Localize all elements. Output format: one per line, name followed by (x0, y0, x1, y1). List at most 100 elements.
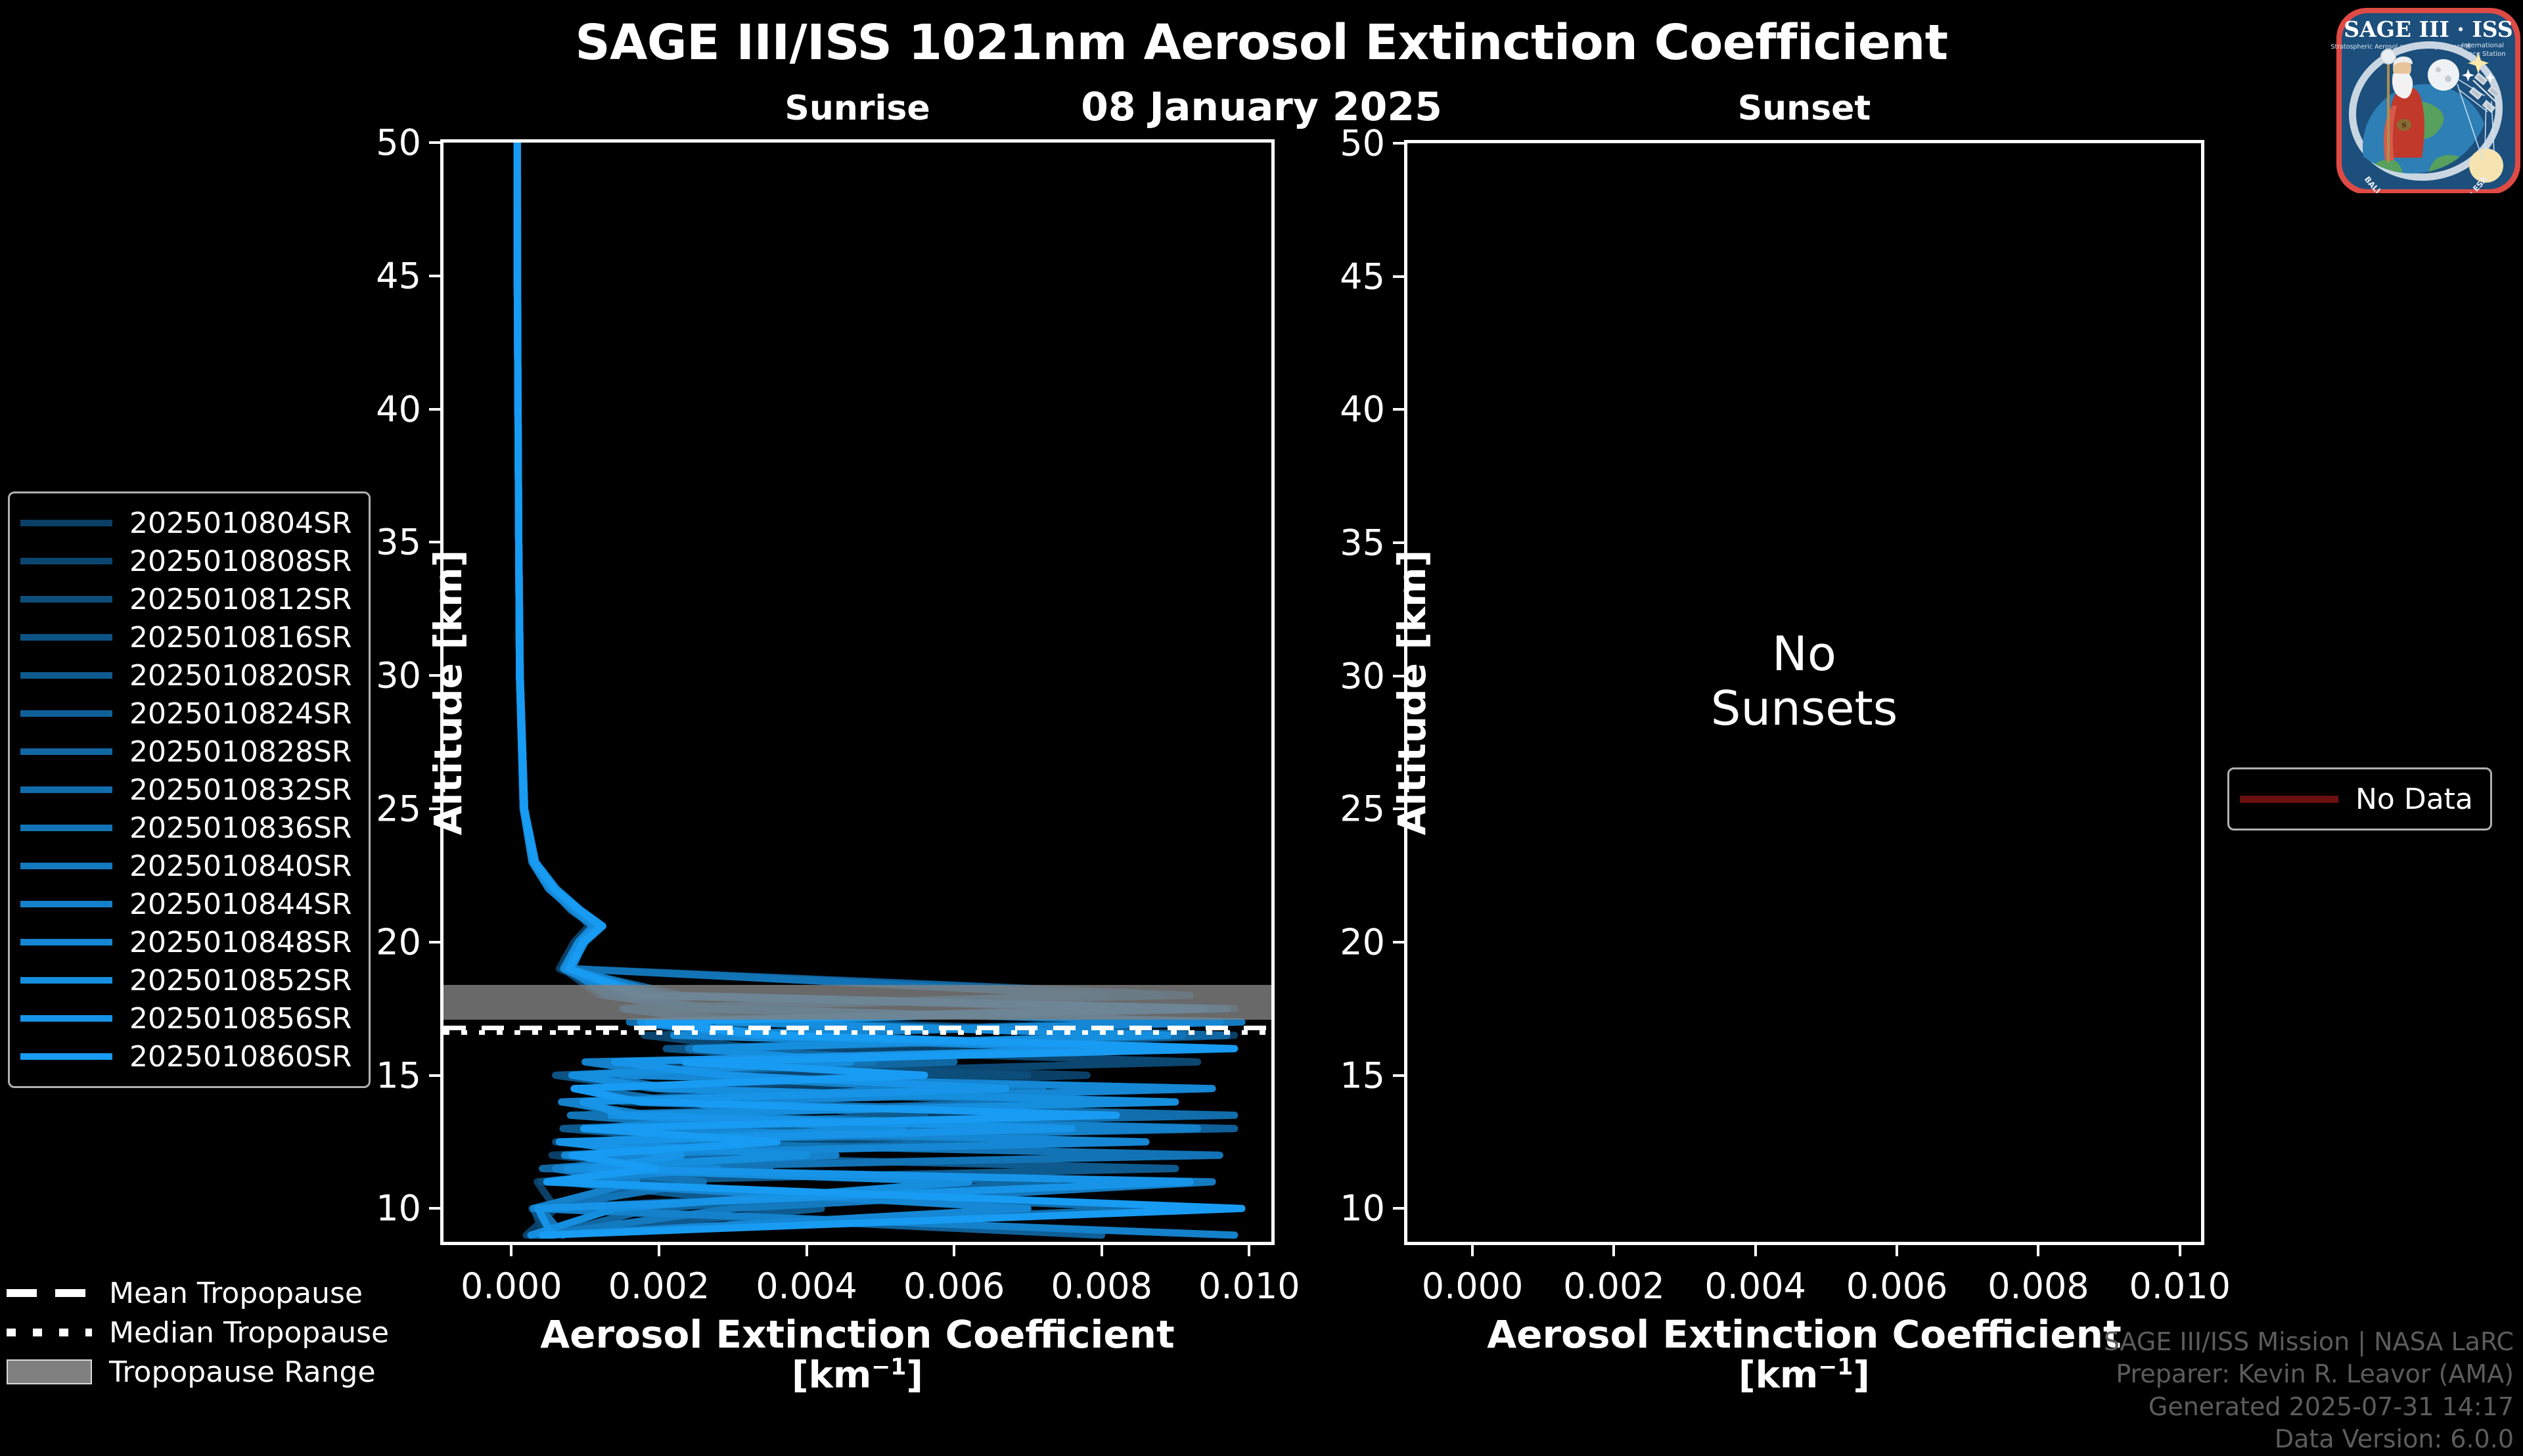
legend-row[interactable]: 2025010804SR (20, 504, 352, 542)
mean-tropopause-line (443, 1026, 1271, 1031)
series-legend-label: 2025010824SR (129, 696, 352, 731)
legend-row[interactable]: 2025010832SR (20, 771, 352, 809)
x-tick-label: 0.008 (1051, 1265, 1152, 1307)
series-legend-label: 2025010804SR (129, 506, 352, 540)
series-legend-label: 2025010852SR (129, 963, 352, 997)
y-tick-label: 30 (376, 654, 421, 696)
y-tick-label: 45 (376, 255, 421, 297)
y-tick-mark (1393, 1074, 1407, 1077)
series-legend-label: 2025010840SR (129, 849, 352, 883)
no-data-label: No Data (2355, 782, 2473, 816)
no-data-legend[interactable]: No Data (2227, 767, 2492, 830)
tropopause-range-band (443, 985, 1271, 1020)
legend-row[interactable]: 2025010820SR (20, 656, 352, 694)
sunset-plot-area: No Sunsets (1407, 143, 2201, 1242)
x-tick-label: 0.008 (1988, 1265, 2089, 1307)
x-tick-mark (1471, 1242, 1474, 1256)
x-tick-label: 0.004 (756, 1265, 857, 1307)
series-color-swatch (20, 748, 112, 755)
y-tick-mark (1393, 941, 1407, 944)
logo-subtitle-right-1: International (2462, 42, 2504, 49)
legend-row[interactable]: 2025010848SR (20, 923, 352, 961)
legend-row[interactable]: 2025010844SR (20, 885, 352, 923)
series-color-swatch (20, 710, 112, 717)
panel-title-sunrise: Sunrise (784, 89, 930, 128)
right-x-axis-title: Aerosol Extinction Coefficient [km−1] (1407, 1314, 2201, 1396)
logo-sage-figure: S (2380, 49, 2424, 163)
y-tick-label: 15 (376, 1055, 421, 1096)
series-color-swatch (20, 863, 112, 869)
legend-row[interactable]: 2025010816SR (20, 618, 352, 656)
legend-row[interactable]: 2025010840SR (20, 847, 352, 885)
series-legend-label: 2025010808SR (129, 544, 352, 578)
x-tick-mark (510, 1242, 513, 1256)
footer-credits: SAGE III/ISS Mission | NASA LaRC Prepare… (2104, 1326, 2514, 1456)
panel-title-sunset: Sunset (1737, 89, 1871, 128)
series-legend-label: 2025010832SR (129, 773, 352, 807)
x-tick-mark (2037, 1242, 2040, 1256)
y-tick-label: 35 (1340, 522, 1385, 564)
legend-row[interactable]: 2025010808SR (20, 542, 352, 580)
right-x-axis-unit: [km−1] (1738, 1354, 1871, 1397)
legend-row: No Data (2240, 780, 2473, 818)
sunrise-plot-area (443, 143, 1271, 1242)
series-legend[interactable]: 2025010804SR 2025010808SR 2025010812SR 2025… (8, 491, 371, 1088)
legend-row[interactable]: Median Tropopause (7, 1313, 389, 1352)
tropopause-legend-label: Tropopause Range (109, 1355, 376, 1389)
tropopause-band-swatch (7, 1359, 92, 1384)
tropopause-legend[interactable]: Mean Tropopause Median Tropopause Tropopau… (7, 1273, 389, 1392)
y-tick-mark (1393, 674, 1407, 677)
tropopause-legend-label: Median Tropopause (109, 1315, 390, 1350)
legend-row[interactable]: 2025010836SR (20, 809, 352, 847)
page-subtitle: 08 January 2025 (1081, 84, 1442, 130)
y-tick-label: 45 (1340, 256, 1385, 298)
x-tick-mark (805, 1242, 808, 1256)
series-color-swatch (20, 825, 112, 831)
no-sunsets-note: No Sunsets (1710, 626, 1898, 737)
footer-line-generated: Generated 2025-07-31 14:17 (2148, 1392, 2514, 1421)
sunrise-profile-curves (443, 143, 1271, 1242)
x-tick-label: 0.000 (461, 1265, 562, 1307)
y-tick-label: 20 (1340, 921, 1385, 963)
legend-row[interactable]: 2025010824SR (20, 694, 352, 733)
series-color-swatch (20, 672, 112, 679)
x-tick-mark (1100, 1242, 1103, 1256)
y-tick-mark (429, 407, 443, 411)
y-tick-label: 40 (1340, 388, 1385, 430)
legend-row[interactable]: 2025010852SR (20, 961, 352, 999)
y-tick-label: 50 (1340, 122, 1385, 164)
logo-subtitle-right-2: Space Station (2460, 51, 2505, 58)
series-color-swatch (20, 1053, 112, 1060)
series-legend-label: 2025010844SR (129, 887, 352, 921)
legend-row[interactable]: 2025010856SR (20, 999, 352, 1037)
footer-line-mission: SAGE III/ISS Mission | NASA LaRC (2103, 1327, 2514, 1356)
svg-text:S: S (2401, 122, 2406, 129)
legend-row[interactable]: 2025010812SR (20, 580, 352, 618)
left-x-axis-unit: [km−1] (791, 1354, 924, 1397)
y-tick-label: 15 (1340, 1055, 1385, 1097)
x-tick-mark (1612, 1242, 1616, 1256)
y-tick-mark (1393, 1207, 1407, 1210)
right-x-axis-label-text: Aerosol Extinction Coefficient (1487, 1312, 2122, 1357)
legend-row[interactable]: 2025010860SR (20, 1037, 352, 1076)
legend-row[interactable]: Mean Tropopause (7, 1273, 389, 1313)
x-tick-label: 0.010 (1198, 1265, 1300, 1307)
y-tick-mark (1393, 541, 1407, 544)
sage-iii-iss-mission-patch-logo: SAGE III · ISS Stratospheric Aerosol and… (2330, 8, 2520, 193)
y-tick-mark (429, 940, 443, 944)
y-tick-label: 10 (1340, 1187, 1385, 1229)
series-legend-label: 2025010860SR (129, 1039, 352, 1074)
legend-row[interactable]: 2025010828SR (20, 733, 352, 771)
x-tick-mark (1248, 1242, 1251, 1256)
left-x-axis-title: Aerosol Extinction Coefficient [km−1] (443, 1314, 1271, 1396)
series-legend-label: 2025010856SR (129, 1001, 352, 1035)
y-tick-label: 40 (376, 388, 421, 430)
y-tick-mark (429, 1207, 443, 1210)
series-color-swatch (20, 1015, 112, 1022)
legend-row[interactable]: Tropopause Range (7, 1352, 389, 1392)
footer-line-preparer: Preparer: Kevin R. Leavor (AMA) (2116, 1359, 2514, 1389)
profile-curve (517, 143, 1242, 1235)
sunset-plot-axes: Altitude [km] No Sunsets Aerosol Extinct… (1340, 123, 2231, 1396)
series-color-swatch (20, 939, 112, 945)
no-data-color-swatch (2240, 795, 2338, 803)
